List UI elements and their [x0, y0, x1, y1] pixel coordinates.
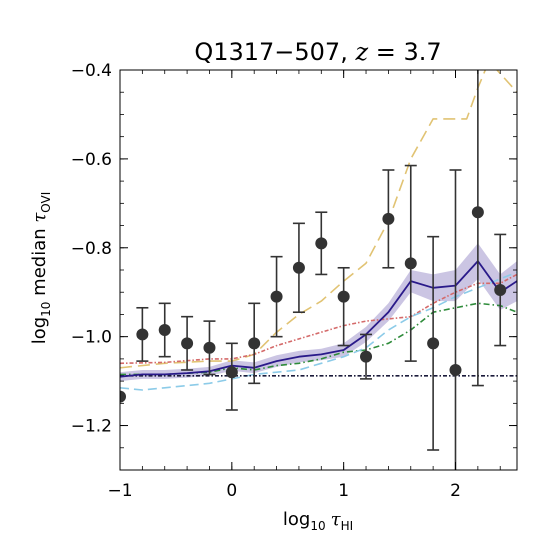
y-label-log-sub: 10: [39, 302, 53, 317]
data-point: [337, 290, 350, 303]
y-label-median: median: [29, 223, 50, 302]
x-tick-label: 1: [338, 481, 349, 501]
y-label-tau-sub: OVI: [39, 192, 53, 213]
x-label-tau: τ: [331, 509, 342, 530]
data-point: [494, 284, 507, 296]
x-tick-label: 0: [226, 481, 237, 501]
data-point: [360, 350, 373, 363]
data-point: [382, 212, 395, 225]
y-tick-label: −0.4: [71, 61, 112, 81]
data-point: [248, 337, 261, 350]
plot-clipped-group: [120, 70, 517, 470]
series-line-green: [120, 302, 517, 376]
data-point: [225, 366, 238, 379]
data-point: [292, 261, 305, 274]
data-point: [404, 257, 417, 270]
data-point: [427, 337, 440, 350]
x-tick-label: −1: [107, 481, 132, 501]
data-point: [181, 337, 194, 350]
y-label-log: log: [29, 317, 50, 344]
plot-area: −1 0 1 2 −1.2 −1.0 −0.8 −0.6 −0.4: [71, 61, 518, 501]
data-point: [315, 237, 328, 250]
x-label-tau-sub: HI: [341, 519, 354, 533]
y-tick-label: −0.6: [71, 150, 112, 170]
data-point: [270, 290, 283, 303]
data-point: [136, 328, 149, 341]
y-tick-label: −1.0: [71, 328, 112, 348]
x-axis-label: log10 τHI: [283, 509, 353, 533]
data-point: [120, 390, 126, 403]
model-uncertainty-band: [120, 243, 517, 382]
y-label-tau: τ: [29, 212, 50, 223]
chart-title-z: z: [354, 38, 368, 66]
data-point: [471, 206, 484, 219]
x-tick-label: 2: [450, 481, 461, 501]
x-label-log-sub: 10: [310, 519, 325, 533]
y-axis-label: log10 median τOVI: [29, 192, 53, 345]
x-label-log: log: [283, 509, 310, 530]
y-tick-label: −1.2: [71, 417, 112, 437]
y-tick-label: −0.8: [71, 239, 112, 259]
series-line-gold: [120, 70, 517, 369]
data-point: [449, 364, 462, 376]
chart-title: Q1317−507, z = 3.7: [194, 38, 441, 66]
chart-title-main: Q1317−507,: [194, 38, 355, 66]
chart-title-rest: = 3.7: [368, 38, 442, 66]
data-point: [203, 341, 216, 354]
data-point: [158, 324, 171, 336]
